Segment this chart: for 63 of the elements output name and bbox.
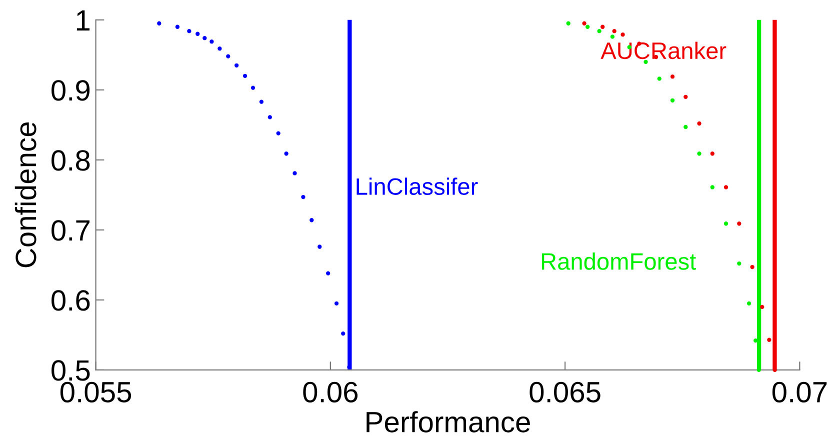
point bbox=[585, 24, 590, 29]
point bbox=[597, 29, 602, 34]
point bbox=[750, 264, 754, 270]
y-tick-label: 1 bbox=[76, 10, 90, 30]
y-tick-label: 0.5 bbox=[52, 360, 90, 381]
point bbox=[644, 60, 648, 64]
point bbox=[600, 24, 605, 29]
point bbox=[292, 171, 297, 176]
point bbox=[610, 34, 615, 39]
point bbox=[760, 304, 764, 310]
point bbox=[566, 21, 570, 26]
series-label: RandomForest bbox=[542, 252, 696, 270]
point bbox=[310, 218, 314, 222]
y-tick-label: 0.8 bbox=[52, 150, 90, 171]
point bbox=[226, 54, 230, 58]
text: LinClassifer bbox=[356, 178, 478, 195]
point bbox=[210, 40, 214, 44]
point bbox=[242, 74, 248, 78]
point bbox=[746, 301, 752, 306]
point bbox=[697, 152, 702, 156]
point bbox=[737, 261, 742, 266]
point bbox=[724, 222, 728, 226]
point bbox=[767, 338, 772, 342]
point bbox=[684, 94, 688, 99]
point bbox=[301, 194, 306, 200]
y-axis-title: Confidence bbox=[14, 122, 36, 268]
series-label: AUCRanker bbox=[600, 42, 726, 60]
y-tick-label: 0.7 bbox=[52, 220, 90, 241]
point bbox=[157, 21, 162, 26]
point bbox=[276, 131, 280, 136]
point bbox=[326, 271, 330, 276]
point bbox=[218, 46, 222, 51]
point bbox=[175, 24, 180, 29]
x-tick-label: 0.06 bbox=[303, 382, 358, 402]
y-tick-label: 0.6 bbox=[52, 290, 90, 311]
point bbox=[737, 222, 742, 226]
point bbox=[697, 121, 702, 126]
point bbox=[334, 301, 339, 306]
point bbox=[268, 115, 272, 120]
point bbox=[341, 331, 346, 336]
point bbox=[234, 63, 239, 68]
point bbox=[657, 76, 662, 81]
x-tick-label: 0.055 bbox=[60, 382, 132, 402]
x-axis-title: Performance bbox=[366, 411, 530, 432]
point bbox=[187, 29, 192, 34]
x-tick-label: 0.07 bbox=[772, 382, 827, 402]
point bbox=[284, 152, 288, 156]
y-tick-label: 0.9 bbox=[52, 80, 90, 101]
point bbox=[684, 124, 688, 130]
point bbox=[318, 244, 322, 249]
point bbox=[250, 86, 256, 90]
point bbox=[259, 100, 264, 104]
point bbox=[620, 32, 625, 37]
point bbox=[710, 185, 714, 190]
point bbox=[202, 36, 207, 40]
point bbox=[724, 185, 728, 190]
point bbox=[612, 29, 616, 34]
point bbox=[710, 152, 714, 156]
point bbox=[196, 32, 200, 36]
x-tick-label: 0.065 bbox=[530, 382, 600, 402]
point bbox=[670, 74, 675, 79]
point bbox=[582, 21, 586, 26]
point bbox=[670, 98, 675, 102]
